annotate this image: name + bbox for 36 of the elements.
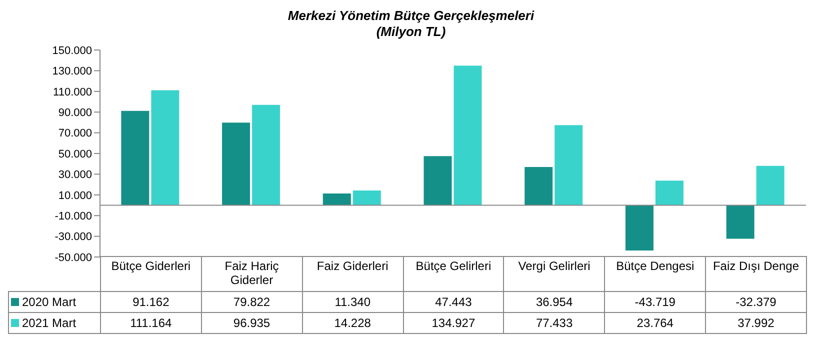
- data-label: -43.719: [604, 292, 706, 312]
- x-tick-label: Bütçe Dengesi: [604, 256, 706, 292]
- chart-title: Merkezi Yönetim Bütçe Gerçekleşmeleri: [286, 8, 536, 24]
- x-tick-label: Bütçe Gelirleri: [403, 256, 504, 292]
- y-tick-label: 10.000: [58, 190, 92, 202]
- legend-label: 2021 Mart: [8, 312, 100, 334]
- data-label: 111.164: [100, 312, 202, 334]
- data-label: 36.954: [504, 292, 605, 312]
- y-tick-label: 110.000: [53, 86, 92, 98]
- y-tick-label: 50.000: [58, 148, 92, 160]
- y-tick-label: 130.000: [52, 66, 92, 78]
- chart-subtitle: (Milyon TL): [375, 24, 447, 40]
- data-label: 79.822: [201, 292, 302, 312]
- data-label: 134.927: [403, 312, 504, 334]
- x-tick-label: Vergi Gelirleri: [504, 256, 605, 292]
- data-label: 77.433: [504, 312, 605, 334]
- y-tick-label: 70.000: [58, 128, 92, 140]
- x-tick-label: Faiz Giderleri: [302, 256, 404, 292]
- x-tick-label: Faiz Dışı Denge: [706, 256, 806, 292]
- data-label: 96.935: [201, 312, 302, 334]
- y-tick-label: -50.000: [54, 252, 92, 264]
- x-tick-label: Bütçe Giderleri: [100, 256, 202, 292]
- data-label: 14.228: [302, 312, 404, 334]
- y-tick-label: 30.000: [58, 169, 92, 182]
- data-label: -32.379: [706, 292, 806, 312]
- y-tick-label: 90.000: [58, 107, 92, 120]
- legend-label: 2020 Mart: [8, 292, 100, 312]
- data-label: 47.443: [403, 292, 504, 312]
- data-label: 91.162: [100, 292, 202, 312]
- y-tick-label: -10.000: [54, 210, 92, 223]
- data-label: 11.340: [302, 292, 404, 312]
- data-label: 23.764: [604, 312, 706, 334]
- data-label: 37.992: [706, 312, 806, 334]
- y-tick-label: -30.000: [54, 231, 92, 244]
- y-tick-label: 150.000: [52, 44, 92, 57]
- x-tick-label: Faiz Hariç Giderler: [201, 256, 302, 292]
